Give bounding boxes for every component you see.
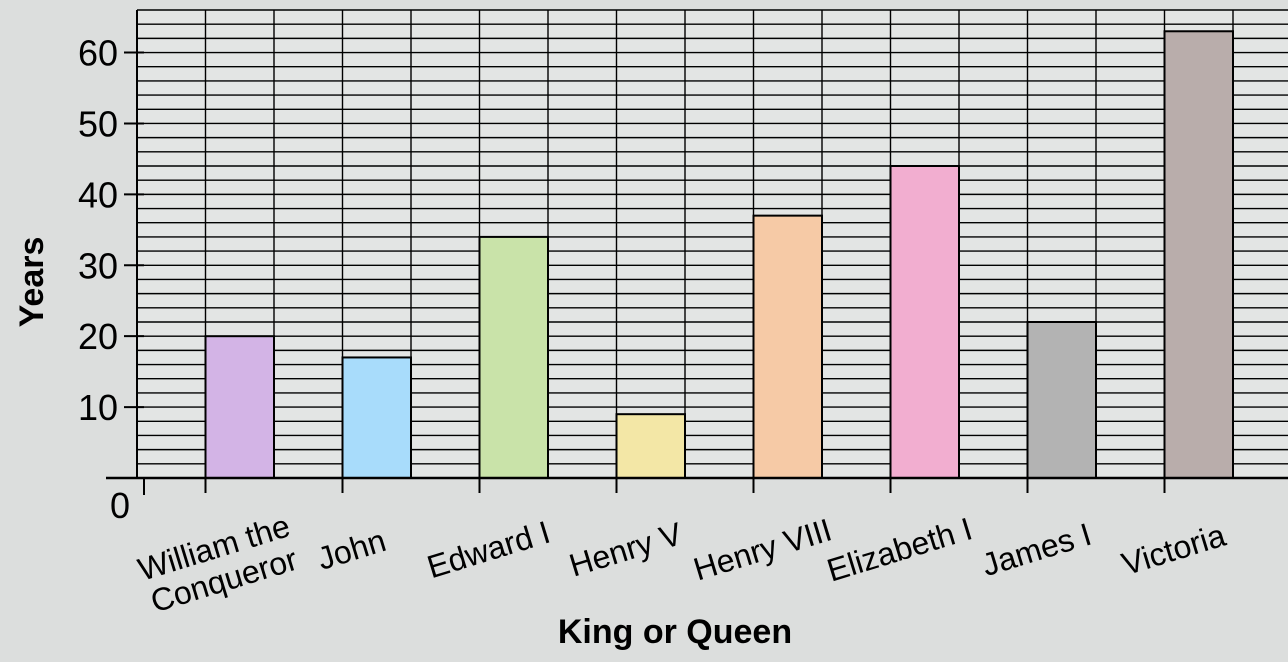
x-tick-label: Elizabeth I: [823, 510, 976, 588]
y-tick-label: 60: [78, 33, 118, 74]
chart-background: [137, 10, 1288, 478]
bar-edward-i: [478, 235, 549, 479]
x-tick-label: William theConqueror: [134, 507, 304, 620]
y-axis-label: Years: [13, 237, 51, 328]
bar-henry-viii: [752, 214, 823, 480]
y-tick-label: 0: [110, 485, 130, 526]
bar-william-the-conqueror: [204, 335, 275, 479]
y-tick-label: 50: [78, 103, 118, 144]
x-tick-label: James I: [978, 516, 1096, 583]
x-tick-label-line: Edward I: [423, 514, 554, 585]
bar-elizabeth-i: [889, 165, 960, 479]
x-tick-label-line: James I: [978, 516, 1096, 583]
y-tick-label: 40: [78, 174, 118, 215]
x-tick-label-line: Henry V: [565, 515, 687, 583]
x-tick-label: John: [313, 522, 390, 577]
x-tick-label-line: John: [313, 522, 390, 577]
y-tick-label: 30: [78, 245, 118, 286]
y-tick-labels: 0 10 20 30 40 50 60: [78, 33, 130, 526]
y-tick-label: 20: [78, 316, 118, 357]
y-tick-label: 10: [78, 387, 118, 428]
plot-background: [137, 10, 1288, 478]
x-tick-label: Henry VIII: [689, 511, 836, 587]
x-tick-label-line: Henry VIII: [689, 511, 836, 587]
x-tick-label: Henry V: [565, 515, 687, 583]
bar-henry-v: [615, 413, 686, 480]
bar-james-i: [1026, 321, 1097, 479]
bar-john: [341, 356, 412, 480]
axes: [106, 10, 1288, 495]
x-tick-label-line: Victoria: [1118, 517, 1230, 583]
bar-victoria: [1163, 30, 1234, 479]
x-tick-label: Victoria: [1118, 517, 1230, 583]
x-axis-label: King or Queen: [558, 613, 792, 651]
x-tick-label: Edward I: [423, 514, 554, 585]
x-tick-label-line: Elizabeth I: [823, 510, 976, 588]
